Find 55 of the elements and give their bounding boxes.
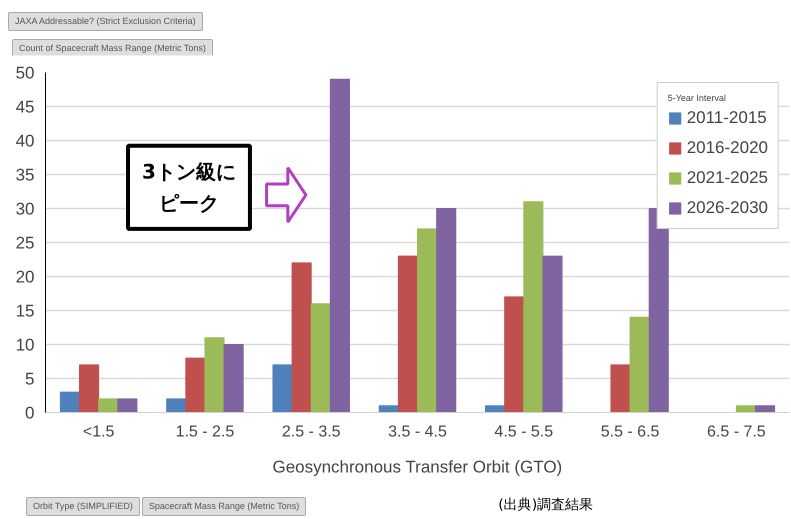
x-tick-label: <1.5: [82, 424, 115, 440]
bar: [610, 364, 631, 412]
y-tick-label: 5: [25, 370, 35, 388]
y-tick-label: 35: [16, 166, 35, 184]
y-tick-label: 30: [16, 200, 35, 218]
text: Count of Spacecraft Mass Range (Metric Tons): [12, 38, 213, 58]
y-tick-label: 25: [16, 234, 35, 252]
bar: [310, 303, 331, 412]
bar: [185, 358, 206, 412]
text: JAXA Addressable? (Strict Exclusion Criteria): [8, 12, 203, 31]
x-axis-title: Geosynchronous Transfer Orbit (GTO): [272, 458, 562, 476]
bar: [736, 405, 756, 412]
text: Spacecraft Mass Range (Metric Tons): [142, 497, 306, 516]
bar: [436, 208, 456, 412]
x-tick-label: 2.5 - 3.5: [282, 424, 341, 440]
bar: [98, 398, 118, 412]
bar: [485, 405, 506, 412]
text: Orbit Type (SIMPLIFIED): [26, 497, 140, 516]
legend-label: 2011-2015: [686, 108, 767, 128]
x-tick-label: 1.5 - 2.5: [176, 424, 234, 440]
x-tick-label: 6.5 - 7.5: [707, 424, 766, 440]
y-tick-label: 10: [16, 336, 35, 354]
legend-title: 5-Year Interval: [668, 93, 727, 103]
bar: [378, 405, 399, 412]
bar: [224, 344, 244, 412]
bar: [542, 256, 563, 412]
legend-label: 2026-2030: [686, 198, 768, 218]
bar: [398, 256, 418, 412]
y-tick-label: 15: [16, 302, 35, 320]
bar: [272, 364, 293, 412]
bar: [630, 316, 650, 412]
bar: [417, 228, 438, 412]
x-tick-label: 4.5 - 5.5: [494, 424, 554, 440]
bar: [330, 78, 350, 412]
y-tick-label: 40: [16, 132, 35, 150]
legend-label: 2016-2020: [686, 138, 768, 158]
legend-label: 2021-2025: [686, 168, 768, 188]
bar: [754, 405, 776, 412]
bar: [504, 296, 524, 412]
annotation: 3トン級にピーク: [142, 160, 236, 215]
y-tick-label: 45: [16, 98, 35, 116]
bar: [204, 337, 225, 412]
y-tick-label: 50: [16, 64, 35, 82]
bar: [648, 208, 669, 412]
bar: [166, 398, 186, 412]
bar: [79, 364, 100, 412]
bar: [117, 398, 138, 412]
y-tick-label: 0: [25, 404, 35, 422]
bar: [60, 392, 80, 412]
y-tick-label: 20: [16, 268, 35, 286]
bar: [292, 262, 312, 412]
x-tick-label: 3.5 - 4.5: [388, 424, 447, 440]
x-tick-label: 5.5 - 6.5: [600, 424, 660, 440]
text: (出典)調査結果: [498, 496, 594, 515]
bar: [523, 201, 544, 412]
